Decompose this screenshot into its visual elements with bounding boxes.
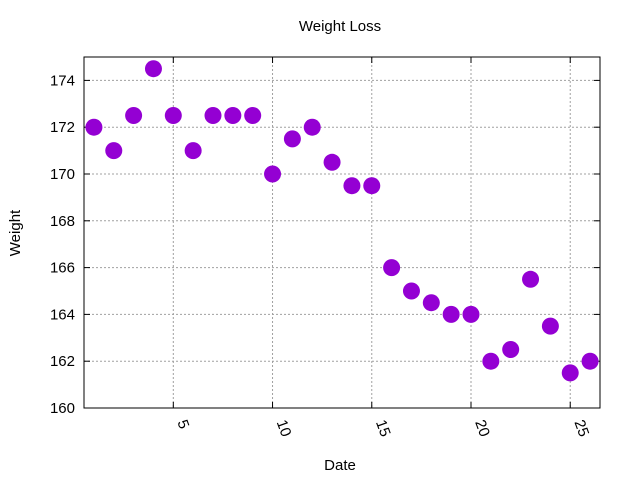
data-point: [224, 107, 242, 124]
plot-frame: [83, 56, 601, 409]
data-point: [105, 142, 123, 160]
data-point: [442, 305, 460, 323]
y-tick-label: 170: [50, 166, 75, 183]
data-point: [204, 107, 222, 124]
data-points: [85, 60, 599, 382]
data-point: [462, 305, 480, 323]
y-tick-label: 168: [50, 213, 75, 230]
x-tick-label: 10: [273, 418, 295, 439]
y-tick-label: 166: [50, 260, 75, 277]
data-point: [283, 130, 301, 148]
data-point: [402, 282, 420, 300]
data-point: [323, 153, 341, 171]
data-point: [422, 294, 440, 312]
data-point: [343, 177, 361, 195]
data-point: [85, 118, 103, 136]
data-point: [363, 177, 381, 195]
data-point: [541, 317, 559, 335]
x-tick-label: 25: [570, 418, 592, 439]
y-tick-label: 174: [50, 72, 75, 89]
tick-labels: 160 162 164 166 168 170 172 174 5 10 15 20 25: [50, 72, 592, 439]
data-point: [581, 352, 599, 370]
data-point: [522, 270, 540, 288]
y-tick-label: 160: [50, 400, 75, 417]
data-point: [184, 142, 202, 160]
data-point: [482, 352, 500, 370]
x-tick-label: 15: [372, 418, 394, 439]
chart-title: Weight Loss: [299, 18, 381, 35]
y-axis-label: Weight: [7, 209, 24, 256]
data-point: [264, 165, 282, 183]
x-tick-label: 5: [174, 418, 193, 432]
x-tick-label: 20: [471, 418, 493, 439]
y-tick-label: 172: [50, 119, 75, 136]
y-tick-label: 162: [50, 353, 75, 370]
data-point: [303, 118, 321, 136]
data-point: [244, 107, 262, 124]
data-point: [125, 107, 143, 124]
data-point: [502, 341, 520, 358]
x-axis-label: Date: [324, 457, 356, 474]
grid-lines: [84, 57, 600, 408]
data-point: [164, 107, 182, 124]
data-point: [383, 259, 401, 277]
y-tick-label: 164: [50, 306, 75, 323]
axis-ticks: [84, 57, 600, 409]
data-point: [144, 60, 162, 78]
data-point: [561, 364, 579, 382]
